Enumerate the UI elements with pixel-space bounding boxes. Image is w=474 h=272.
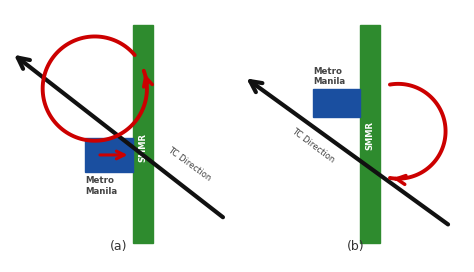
Text: TC Direction: TC Direction	[290, 126, 336, 165]
Bar	[313, 89, 360, 117]
Text: SMMR: SMMR	[366, 122, 375, 150]
Bar	[360, 24, 380, 243]
Text: TC Direction: TC Direction	[166, 146, 213, 183]
Text: Metro
Manila: Metro Manila	[85, 176, 118, 196]
Bar	[85, 138, 133, 172]
Bar	[133, 24, 153, 243]
Text: (a): (a)	[110, 240, 127, 253]
Text: (b): (b)	[346, 240, 365, 253]
Text: Metro
Manila: Metro Manila	[313, 67, 345, 86]
Text: SMMR: SMMR	[138, 133, 147, 162]
